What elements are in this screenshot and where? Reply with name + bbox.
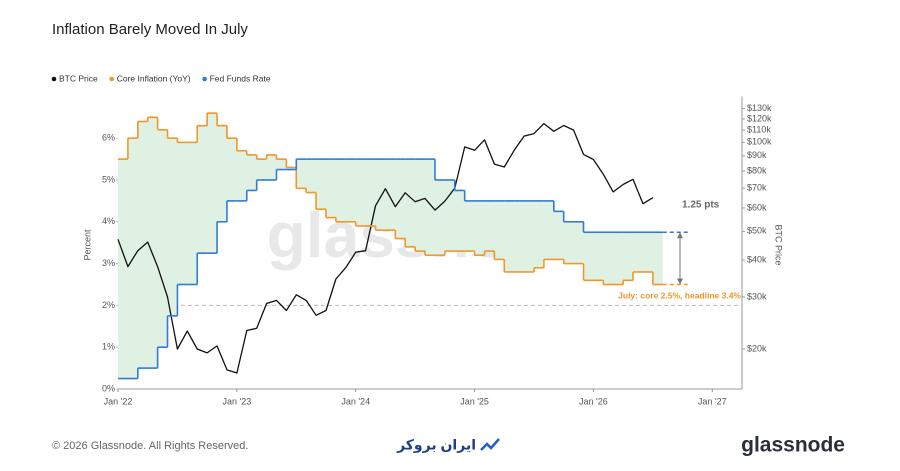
y2-tick-label: $80k	[747, 165, 767, 175]
x-tick-label: Jan '26	[579, 396, 608, 406]
y2-tick-label: $110k	[747, 124, 771, 134]
legend-marker	[51, 76, 57, 82]
brand-logo: glassnode	[741, 434, 845, 457]
gap-shading	[118, 113, 663, 379]
x-tick-label: Jan '25	[460, 396, 489, 406]
gap-arrow-tail	[677, 278, 683, 285]
legend-label: Core Inflation (YoY)	[117, 73, 191, 83]
y-tick-label: 3%	[102, 258, 115, 268]
price-line	[117, 122, 654, 374]
y-tick-label: 5%	[102, 174, 115, 184]
y2-tick-label: $50k	[747, 226, 767, 236]
x-tick-label: Jan '27	[698, 396, 727, 406]
y2-tick-label: $40k	[747, 254, 767, 264]
legend-marker	[109, 76, 115, 82]
y-tick-label: 2%	[102, 300, 115, 310]
y2-tick-label: $120k	[747, 113, 772, 123]
y-tick-label: 6%	[102, 133, 115, 143]
y-tick-label: 1%	[102, 342, 115, 352]
x-tick-label: Jan '22	[104, 396, 133, 406]
copyright: © 2026 Glassnode. All Rights Reserved.	[52, 440, 248, 452]
y2-tick-label: $20k	[747, 343, 767, 353]
chart-title: Inflation Barely Moved In July	[52, 21, 248, 38]
y2-axis-label: BTC Price	[774, 224, 784, 265]
partner-name: ایران بروکر	[396, 437, 476, 454]
y2-tick-label: $90k	[747, 150, 767, 160]
partner-logo: ایران بروکر	[396, 437, 500, 454]
x-tick-label: Jan '23	[222, 396, 251, 406]
latest-label: July: core 2.5%, headline 3.4%	[618, 290, 741, 300]
y2-tick-label: $30k	[747, 291, 767, 301]
legend-label: BTC Price	[59, 73, 98, 83]
y-tick-label: 4%	[102, 216, 115, 226]
legend-marker	[202, 76, 207, 82]
y-axis-label: Percent	[82, 229, 92, 261]
partner-icon	[480, 438, 500, 451]
y2-tick-label: $70k	[747, 183, 767, 193]
y2-tick-label: $100k	[747, 137, 772, 147]
y-tick-label: 0%	[102, 383, 115, 393]
gap-label: 1.25 pts	[682, 200, 720, 211]
legend-label: Fed Funds Rate	[210, 73, 271, 83]
x-tick-label: Jan '24	[341, 396, 370, 406]
gap-arrow-head	[677, 232, 683, 239]
y2-tick-label: $130k	[747, 103, 772, 113]
y2-tick-label: $60k	[747, 202, 767, 212]
